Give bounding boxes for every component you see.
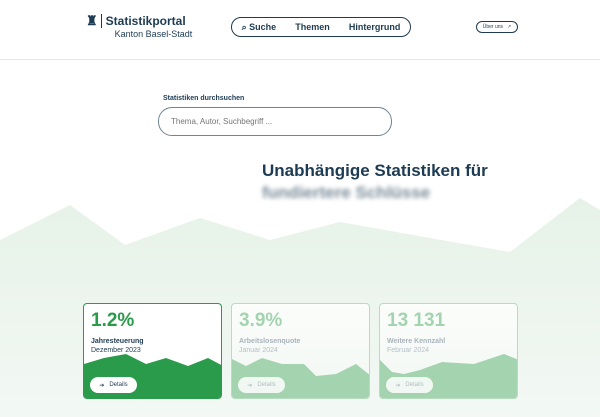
card-label: Arbeitslosenquote (239, 338, 301, 345)
stat-card-jahresteuerung[interactable]: 1.2% Jahresteuerung Dezember 2023 ➔ Detai… (83, 303, 222, 399)
details-label: Details (405, 382, 424, 388)
search-input[interactable] (158, 107, 392, 136)
nav-search[interactable]: ⌕ Suche (242, 22, 277, 33)
about-button[interactable]: Über uns ↗ (476, 21, 518, 33)
card-value: 13 131 (387, 310, 446, 331)
nav-hintergrund[interactable]: Hintergrund (348, 22, 401, 32)
details-button[interactable]: ➔ Details (386, 377, 433, 393)
card-value: 1.2% (91, 310, 135, 331)
stat-card-weitere-kennzahl[interactable]: 13 131 Weitere Kennzahl Februar 2024 ➔ De… (379, 303, 518, 399)
details-label: Details (257, 382, 276, 388)
external-arrow-icon: ↗ (507, 24, 512, 30)
arrow-right-icon: ➔ (99, 382, 105, 389)
basel-staff-icon: ♜ (86, 14, 102, 28)
main-nav: ⌕ Suche Themen Hintergrund (231, 17, 411, 37)
hero-heading: Unabhängige Statistiken für fundiertere … (262, 160, 488, 204)
card-date: Dezember 2023 (91, 347, 141, 354)
arrow-right-icon: ➔ (247, 382, 253, 389)
card-date: Januar 2024 (239, 347, 278, 354)
logo[interactable]: ♜ Statistikportal Kanton Basel-Stadt (86, 14, 193, 40)
header: ♜ Statistikportal Kanton Basel-Stadt ⌕ S… (0, 0, 600, 60)
site-subtitle: Kanton Basel-Stadt (114, 29, 193, 39)
card-label: Jahresteuerung (91, 338, 144, 345)
site-title: Statistikportal (105, 14, 186, 28)
search-label: Statistiken durchsuchen (163, 95, 245, 102)
card-value: 3.9% (239, 310, 283, 331)
search-icon: ⌕ (241, 21, 250, 32)
card-date: Februar 2024 (387, 347, 430, 354)
details-button[interactable]: ➔ Details (238, 377, 285, 393)
details-label: Details (109, 382, 128, 388)
arrow-right-icon: ➔ (395, 382, 401, 389)
nav-themen[interactable]: Themen (295, 22, 330, 32)
hero-line-2: fundiertere Schlüsse (262, 183, 431, 202)
hero-line-1: Unabhängige Statistiken für (262, 161, 488, 180)
nav-search-label: Suche (249, 21, 277, 32)
about-label: Über uns (482, 24, 504, 30)
stat-card-arbeitslosenquote[interactable]: 3.9% Arbeitslosenquote Januar 2024 ➔ Deta… (231, 303, 370, 399)
card-label: Weitere Kennzahl (387, 338, 446, 345)
details-button[interactable]: ➔ Details (90, 377, 137, 393)
